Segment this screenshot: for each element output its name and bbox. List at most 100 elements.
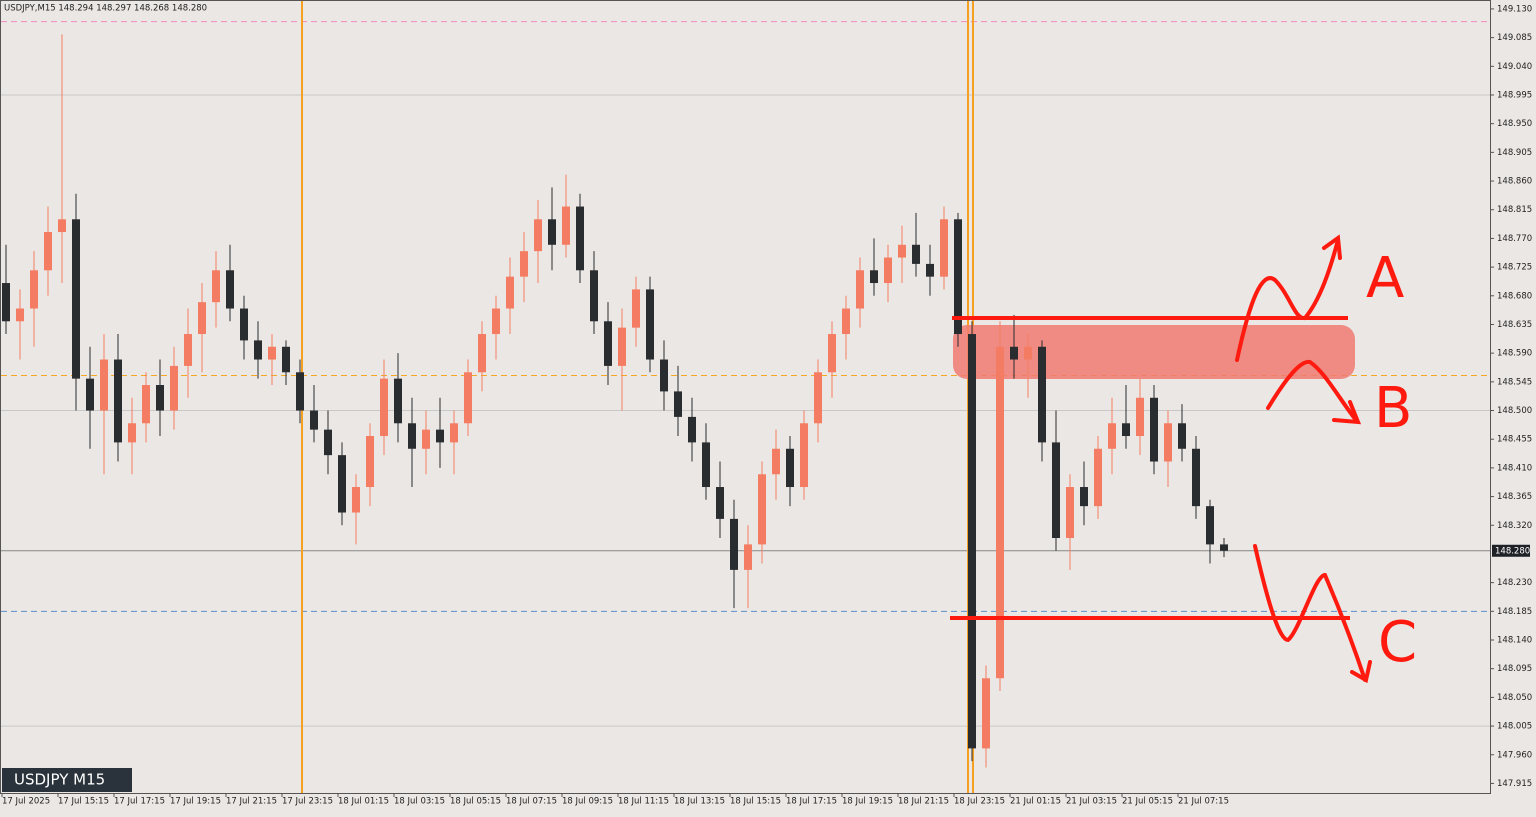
candle-body xyxy=(856,270,864,309)
candle-body xyxy=(842,308,850,335)
candle-body xyxy=(478,334,486,373)
candle-body xyxy=(674,391,682,417)
symbol-box xyxy=(2,768,132,792)
y-tick-label: 148.230 xyxy=(1497,578,1532,588)
candle-body xyxy=(758,474,766,545)
candle-body xyxy=(702,442,710,488)
x-tick-label: 21 Jul 03:15 xyxy=(1066,797,1117,807)
candle-body xyxy=(590,270,598,322)
candle-body xyxy=(1220,544,1228,551)
y-tick-label: 148.455 xyxy=(1497,435,1532,445)
candle-body xyxy=(1010,346,1018,360)
x-tick-label: 17 Jul 15:15 xyxy=(58,797,109,807)
candle-body xyxy=(156,385,164,411)
y-tick-label: 148.635 xyxy=(1497,320,1532,330)
candle-body xyxy=(660,359,668,392)
candle-body xyxy=(716,487,724,519)
candle-body xyxy=(30,270,38,309)
x-tick-label: 17 Jul 23:15 xyxy=(282,797,333,807)
x-tick-label: 17 Jul 17:15 xyxy=(114,797,165,807)
candle-body xyxy=(1080,487,1088,507)
candle-body xyxy=(926,263,934,277)
candle-body xyxy=(1150,397,1158,462)
candle-body xyxy=(996,346,1004,679)
x-tick-label: 17 Jul 21:15 xyxy=(226,797,277,807)
y-tick-label: 148.410 xyxy=(1497,463,1532,473)
annotation: A xyxy=(1366,246,1404,311)
candle-body xyxy=(520,251,528,277)
candle-body xyxy=(1178,423,1186,449)
candles xyxy=(2,34,1228,768)
candle-body xyxy=(338,455,346,513)
candle-body xyxy=(16,308,24,322)
y-tick-label: 148.995 xyxy=(1497,90,1532,100)
candle-body xyxy=(1164,423,1172,462)
x-tick-label: 18 Jul 03:15 xyxy=(394,797,445,807)
candle-body xyxy=(464,372,472,424)
arrow-head xyxy=(1322,234,1342,260)
candle-body xyxy=(324,429,332,456)
candle-body xyxy=(562,206,570,245)
candle-body xyxy=(1066,487,1074,539)
y-tick-label: 148.365 xyxy=(1497,492,1532,502)
last-price-tag xyxy=(1492,544,1530,557)
x-tick-label: 21 Jul 01:15 xyxy=(1010,797,1061,807)
candle-body xyxy=(730,518,738,570)
candle-body xyxy=(884,257,892,284)
candle-body xyxy=(366,436,374,488)
candle-body xyxy=(548,219,556,245)
candle-body xyxy=(506,276,514,309)
y-tick-label: 148.140 xyxy=(1497,636,1532,646)
last-price-label: 148.280 xyxy=(1495,546,1530,556)
arrow-head xyxy=(1332,400,1362,425)
candle-body xyxy=(380,378,388,437)
candle-body xyxy=(282,346,290,373)
arrow-head xyxy=(1350,660,1372,684)
y-tick-label: 149.130 xyxy=(1497,4,1532,14)
x-tick-label: 18 Jul 11:15 xyxy=(618,797,669,807)
candle-body xyxy=(1094,448,1102,507)
zone-highlight xyxy=(953,325,1355,379)
candle-body xyxy=(310,410,318,430)
candle-body xyxy=(912,244,920,264)
annotation: B xyxy=(1374,376,1412,441)
candle-body xyxy=(170,365,178,411)
candle-body xyxy=(940,219,948,277)
x-tick-label: 21 Jul 05:15 xyxy=(1122,797,1173,807)
candle-body xyxy=(744,544,752,570)
candle-body xyxy=(1206,506,1214,545)
y-tick-label: 148.770 xyxy=(1497,234,1532,244)
x-tick-label: 18 Jul 05:15 xyxy=(450,797,501,807)
candle-body xyxy=(1136,397,1144,437)
candle-body xyxy=(786,448,794,488)
y-tick-label: 148.185 xyxy=(1497,607,1532,617)
candle-body xyxy=(800,423,808,488)
candle-body xyxy=(688,416,696,443)
candle-body xyxy=(114,359,122,443)
candle-body xyxy=(128,423,136,443)
candle-body xyxy=(100,359,108,411)
y-tick-label: 148.725 xyxy=(1497,263,1532,273)
y-tick-label: 148.095 xyxy=(1497,664,1532,674)
candle-body xyxy=(870,270,878,284)
y-tick-label: 148.005 xyxy=(1497,722,1532,732)
x-tick-label: 18 Jul 09:15 xyxy=(562,797,613,807)
candle-body xyxy=(44,232,52,271)
candle-body xyxy=(828,334,836,373)
x-tick-label: 18 Jul 21:15 xyxy=(898,797,949,807)
candle-body xyxy=(226,270,234,309)
candle-body xyxy=(394,378,402,424)
candle-body xyxy=(296,372,304,411)
candle-body xyxy=(422,429,430,449)
candle-body xyxy=(492,308,500,335)
candle-body xyxy=(814,372,822,424)
symbol-label: USDJPY M15 xyxy=(14,771,105,789)
candle-body xyxy=(1108,423,1116,449)
x-tick-label: 18 Jul 17:15 xyxy=(786,797,837,807)
candle-body xyxy=(1038,346,1046,443)
y-tick-label: 149.085 xyxy=(1497,33,1532,43)
candle-body xyxy=(352,487,360,513)
candle-body xyxy=(72,219,80,379)
candle-body xyxy=(898,244,906,258)
y-tick-label: 148.905 xyxy=(1497,148,1532,158)
